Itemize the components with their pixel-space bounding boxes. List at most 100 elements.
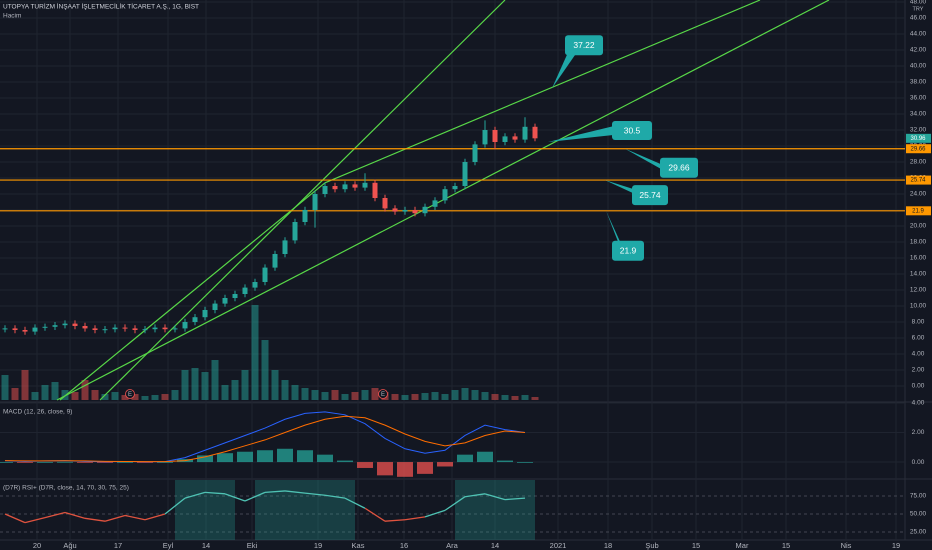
- candle-body: [32, 327, 38, 332]
- y-tick-label: 4.00: [912, 400, 925, 407]
- candle-body: [292, 222, 298, 241]
- candle-body: [522, 126, 528, 140]
- callout-box: [565, 35, 603, 56]
- rsi-segment: [424, 509, 446, 518]
- rsi-segment: [324, 494, 346, 499]
- candle-body: [382, 198, 388, 209]
- candle-body: [62, 323, 68, 326]
- currency: TRY: [913, 6, 924, 12]
- y-tick-label: 4.00: [912, 351, 925, 358]
- volume-bar: [1, 375, 9, 400]
- rsi-zone: [175, 480, 195, 540]
- candle-body: [332, 186, 338, 190]
- x-tick-label: 2021: [550, 541, 567, 550]
- rsi-segment: [344, 497, 366, 509]
- candle-body: [42, 326, 48, 328]
- candle-body: [432, 200, 438, 207]
- rsi-segment: [124, 514, 146, 521]
- volume-bar: [511, 396, 519, 400]
- candle-body: [412, 210, 418, 214]
- candle-body: [312, 194, 318, 210]
- volume-bar: [361, 390, 369, 400]
- last-price-label: 30.96: [910, 136, 926, 142]
- volume-bar: [21, 370, 29, 400]
- rsi-zone: [215, 480, 235, 540]
- histogram-bar: [137, 462, 153, 463]
- x-tick-label: 19: [314, 541, 322, 550]
- volume-bar: [311, 390, 319, 400]
- callout-pointer: [625, 148, 666, 172]
- rsi-zone: [315, 480, 335, 540]
- y-tick-label: 20.00: [910, 223, 927, 230]
- y-tick-label: 46.00: [910, 15, 927, 22]
- marks: [0, 0, 905, 540]
- macd-line: [4, 415, 526, 463]
- rsi-segment: [144, 513, 166, 521]
- volume-bar: [51, 382, 59, 400]
- candle-body: [232, 294, 238, 298]
- candle-body: [202, 310, 208, 318]
- level-label-box: [906, 206, 931, 216]
- y-tick-label: 36.00: [910, 95, 927, 102]
- rsi-zone: [495, 480, 515, 540]
- y-tick-label: 14.00: [910, 271, 927, 278]
- callout-label: 25.74: [639, 190, 661, 200]
- x-tick-label: Eki: [247, 541, 258, 550]
- y-tick-label: 0.00: [912, 459, 925, 466]
- y-tick-label: 12.00: [910, 287, 927, 294]
- y-tick-label: 38.00: [910, 79, 927, 86]
- level-label: 29.66: [910, 146, 926, 152]
- x-tick-label: 14: [491, 541, 499, 550]
- volume-bar: [71, 392, 79, 400]
- candle-body: [52, 325, 58, 327]
- candle-body: [442, 189, 448, 201]
- candle-body: [302, 210, 308, 222]
- rsi-zone: [515, 480, 535, 540]
- event-marker: [125, 389, 135, 399]
- y-tick-label: 44.00: [910, 31, 927, 38]
- histogram-bar: [377, 462, 393, 476]
- candle-body: [402, 210, 408, 212]
- rsi-segment: [444, 496, 466, 511]
- x-tick-label: Eyl: [163, 541, 174, 550]
- volume-bar: [211, 360, 219, 400]
- volume-bar: [341, 394, 349, 400]
- histogram-bar: [77, 462, 93, 463]
- trend-line: [59, 182, 326, 401]
- histogram-bar: [457, 454, 473, 463]
- histogram-bar: [317, 454, 333, 463]
- rsi-segment: [284, 490, 306, 494]
- candle-body: [132, 328, 138, 330]
- rsi-segment: [244, 491, 266, 502]
- volume-bar: [41, 385, 49, 400]
- rsi-segment: [224, 493, 246, 502]
- volume-bar: [181, 370, 189, 400]
- y-tick-label: 34.00: [910, 111, 927, 118]
- candle-body: [462, 162, 468, 186]
- volume-bar: [441, 394, 449, 400]
- candle-body: [192, 317, 198, 322]
- callout-label: 30.5: [624, 125, 641, 135]
- volume-bar: [241, 370, 249, 400]
- histogram-bar: [157, 462, 173, 463]
- x-tick-label: 15: [692, 541, 700, 550]
- volume-bar: [271, 370, 279, 400]
- volume-bar: [421, 393, 429, 400]
- rsi-title: (D7R) RSI+ (D7R, close, 14, 70, 30, 75, …: [3, 485, 129, 492]
- histogram-bar: [17, 462, 33, 463]
- y-tick-label: 42.00: [910, 47, 927, 54]
- volume-bar: [11, 388, 19, 400]
- rsi-zone: [295, 480, 315, 540]
- rsi-segment: [464, 493, 486, 498]
- level-label-box: [906, 175, 931, 185]
- histogram-bar: [217, 453, 233, 463]
- y-tick-label: 40.00: [910, 63, 927, 70]
- volume-bar: [411, 394, 419, 400]
- y-tick-label: 48.00: [910, 0, 927, 6]
- rsi-segment: [44, 511, 66, 519]
- histogram-bar: [397, 462, 413, 477]
- volume-bar: [161, 394, 169, 400]
- x-tick-label: Kas: [352, 541, 365, 550]
- histogram-bar: [477, 451, 493, 463]
